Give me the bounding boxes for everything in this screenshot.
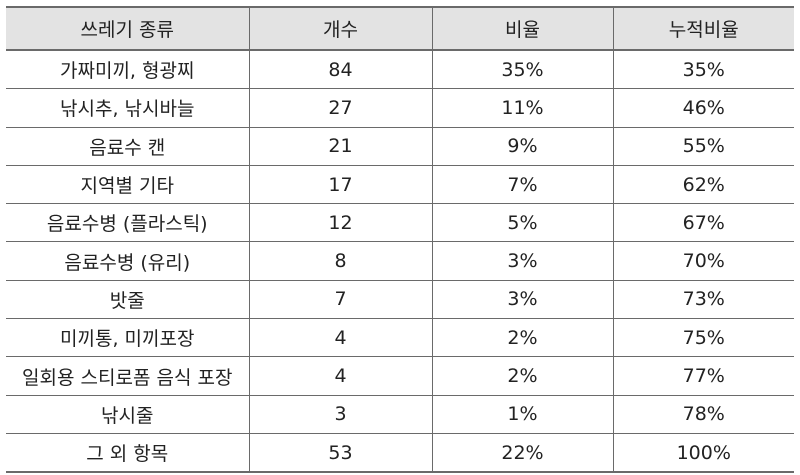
- header-row: 쓰레기 종류 개수 비율 누적비율: [6, 6, 794, 51]
- cell-ratio: 5%: [431, 203, 614, 243]
- cell-ratio: 3%: [431, 279, 614, 320]
- table-row: 낚시추, 낚시바늘 27 11% 46%: [6, 88, 794, 128]
- cell-ratio: 1%: [431, 394, 614, 434]
- cell-ratio: 3%: [431, 241, 614, 281]
- table-row: 지역별 기타 17 7% 62%: [6, 164, 794, 205]
- cell-trash-type: 음료수 캔: [6, 126, 250, 166]
- trash-statistics-table: 쓰레기 종류 개수 비율 누적비율 가짜미끼, 형광찌 84 35% 35% 낚…: [6, 6, 794, 474]
- cell-trash-type: 음료수병 (플라스틱): [6, 203, 250, 243]
- cell-count: 4: [248, 318, 433, 358]
- table-row: 낚시줄 3 1% 78%: [6, 394, 794, 434]
- header-cumulative-ratio: 누적비율: [612, 6, 794, 51]
- cell-trash-type: 미끼통, 미끼포장: [6, 318, 250, 358]
- table-body: 가짜미끼, 형광찌 84 35% 35% 낚시추, 낚시바늘 27 11% 46…: [6, 49, 794, 474]
- table-row: 음료수 캔 21 9% 55%: [6, 126, 794, 166]
- table-row: 그 외 항목 53 22% 100%: [6, 432, 794, 474]
- cell-cumulative-ratio: 67%: [612, 203, 794, 243]
- cell-count: 12: [248, 203, 433, 243]
- cell-cumulative-ratio: 55%: [612, 126, 794, 166]
- cell-count: 21: [248, 126, 433, 166]
- cell-cumulative-ratio: 77%: [612, 356, 794, 396]
- cell-cumulative-ratio: 46%: [612, 88, 794, 128]
- cell-cumulative-ratio: 75%: [612, 318, 794, 358]
- cell-ratio: 7%: [431, 164, 614, 205]
- cell-count: 8: [248, 241, 433, 281]
- cell-trash-type: 그 외 항목: [6, 432, 250, 474]
- cell-cumulative-ratio: 100%: [612, 432, 794, 474]
- cell-count: 17: [248, 164, 433, 205]
- cell-trash-type: 일회용 스티로폼 음식 포장: [6, 356, 250, 396]
- cell-cumulative-ratio: 73%: [612, 279, 794, 320]
- table-row: 밧줄 7 3% 73%: [6, 279, 794, 320]
- cell-trash-type: 지역별 기타: [6, 164, 250, 205]
- table-row: 음료수병 (유리) 8 3% 70%: [6, 241, 794, 281]
- cell-ratio: 22%: [431, 432, 614, 474]
- table-row: 미끼통, 미끼포장 4 2% 75%: [6, 318, 794, 358]
- cell-ratio: 11%: [431, 88, 614, 128]
- cell-ratio: 9%: [431, 126, 614, 166]
- cell-cumulative-ratio: 35%: [612, 49, 794, 90]
- header-count: 개수: [248, 6, 433, 51]
- header-trash-type: 쓰레기 종류: [6, 6, 250, 51]
- cell-trash-type: 낚시추, 낚시바늘: [6, 88, 250, 128]
- cell-count: 27: [248, 88, 433, 128]
- header-ratio: 비율: [431, 6, 614, 51]
- cell-ratio: 2%: [431, 356, 614, 396]
- cell-cumulative-ratio: 70%: [612, 241, 794, 281]
- table-row: 가짜미끼, 형광찌 84 35% 35%: [6, 49, 794, 90]
- cell-cumulative-ratio: 78%: [612, 394, 794, 434]
- cell-trash-type: 가짜미끼, 형광찌: [6, 49, 250, 90]
- cell-ratio: 35%: [431, 49, 614, 90]
- table-row: 일회용 스티로폼 음식 포장 4 2% 77%: [6, 356, 794, 396]
- cell-count: 7: [248, 279, 433, 320]
- table-row: 음료수병 (플라스틱) 12 5% 67%: [6, 203, 794, 243]
- cell-count: 3: [248, 394, 433, 434]
- cell-cumulative-ratio: 62%: [612, 164, 794, 205]
- cell-trash-type: 낚시줄: [6, 394, 250, 434]
- cell-count: 4: [248, 356, 433, 396]
- cell-trash-type: 음료수병 (유리): [6, 241, 250, 281]
- cell-count: 53: [248, 432, 433, 474]
- cell-count: 84: [248, 49, 433, 90]
- cell-trash-type: 밧줄: [6, 279, 250, 320]
- table-header: 쓰레기 종류 개수 비율 누적비율: [6, 6, 794, 51]
- cell-ratio: 2%: [431, 318, 614, 358]
